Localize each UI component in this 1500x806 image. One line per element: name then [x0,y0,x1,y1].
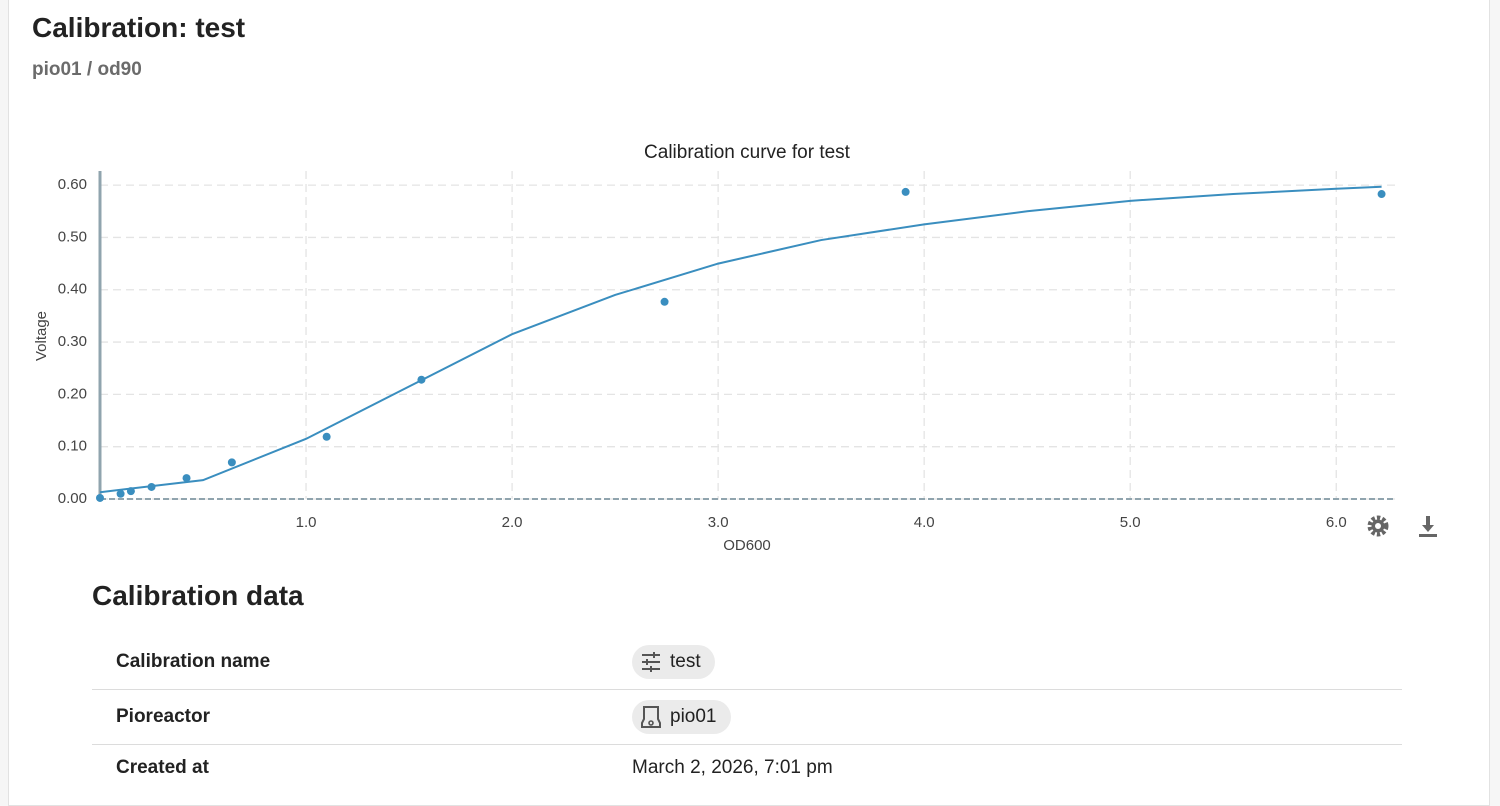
x-tick-label: 5.0 [1120,514,1141,531]
y-tick-label: 0.50 [58,228,87,245]
x-tick-label: 2.0 [502,514,523,531]
data-point [182,474,191,483]
x-tick-label: 3.0 [708,514,729,531]
y-axis-label: Voltage [33,311,50,361]
table-row: Created at March 2, 2026, 7:01 pm [92,744,1402,792]
download-icon[interactable] [1419,516,1437,537]
calibration-chip[interactable]: test [632,644,715,679]
tune-icon [642,651,660,672]
row-value: March 2, 2026, 7:01 pm [632,757,833,778]
y-tick-label: 0.30 [58,333,87,350]
page-subtitle: pio01 / od90 [32,59,142,80]
data-point [1377,190,1386,199]
row-label: Created at [116,757,209,778]
card [8,0,1490,806]
data-point [660,297,669,306]
table-row: Calibration name test [92,634,1402,690]
page-title: Calibration: test [32,12,246,43]
data-point [116,489,125,498]
settings-icon[interactable] [1367,515,1389,537]
pioreactor-chip[interactable]: pio01 [632,699,731,734]
chip-text: pio01 [670,705,717,727]
section-title: Calibration data [92,580,304,611]
fit-curve [99,185,1382,494]
y-tick-label: 0.10 [58,438,87,455]
y-tick-label: 0.60 [58,176,87,193]
data-point [322,432,331,441]
data-point [901,187,910,196]
data-point [227,458,236,467]
x-tick-label: 4.0 [914,514,935,531]
y-tick-label: 0.20 [58,385,87,402]
row-label: Calibration name [116,650,271,672]
chart-title: Calibration curve for test [644,142,851,163]
x-axis-label: OD600 [723,537,771,554]
x-tick-label: 1.0 [296,514,317,531]
chip-text: test [670,650,701,672]
pioreactor-icon [641,705,661,728]
data-point [96,493,104,502]
y-tick-label: 0.00 [58,490,87,507]
chart: Calibration curve for test OD600 Voltage… [33,142,1437,554]
table-row: Pioreactor pio01 [92,689,1402,745]
row-label: Pioreactor [116,705,210,727]
x-tick-label: 6.0 [1326,514,1347,531]
y-tick-label: 0.40 [58,281,87,298]
